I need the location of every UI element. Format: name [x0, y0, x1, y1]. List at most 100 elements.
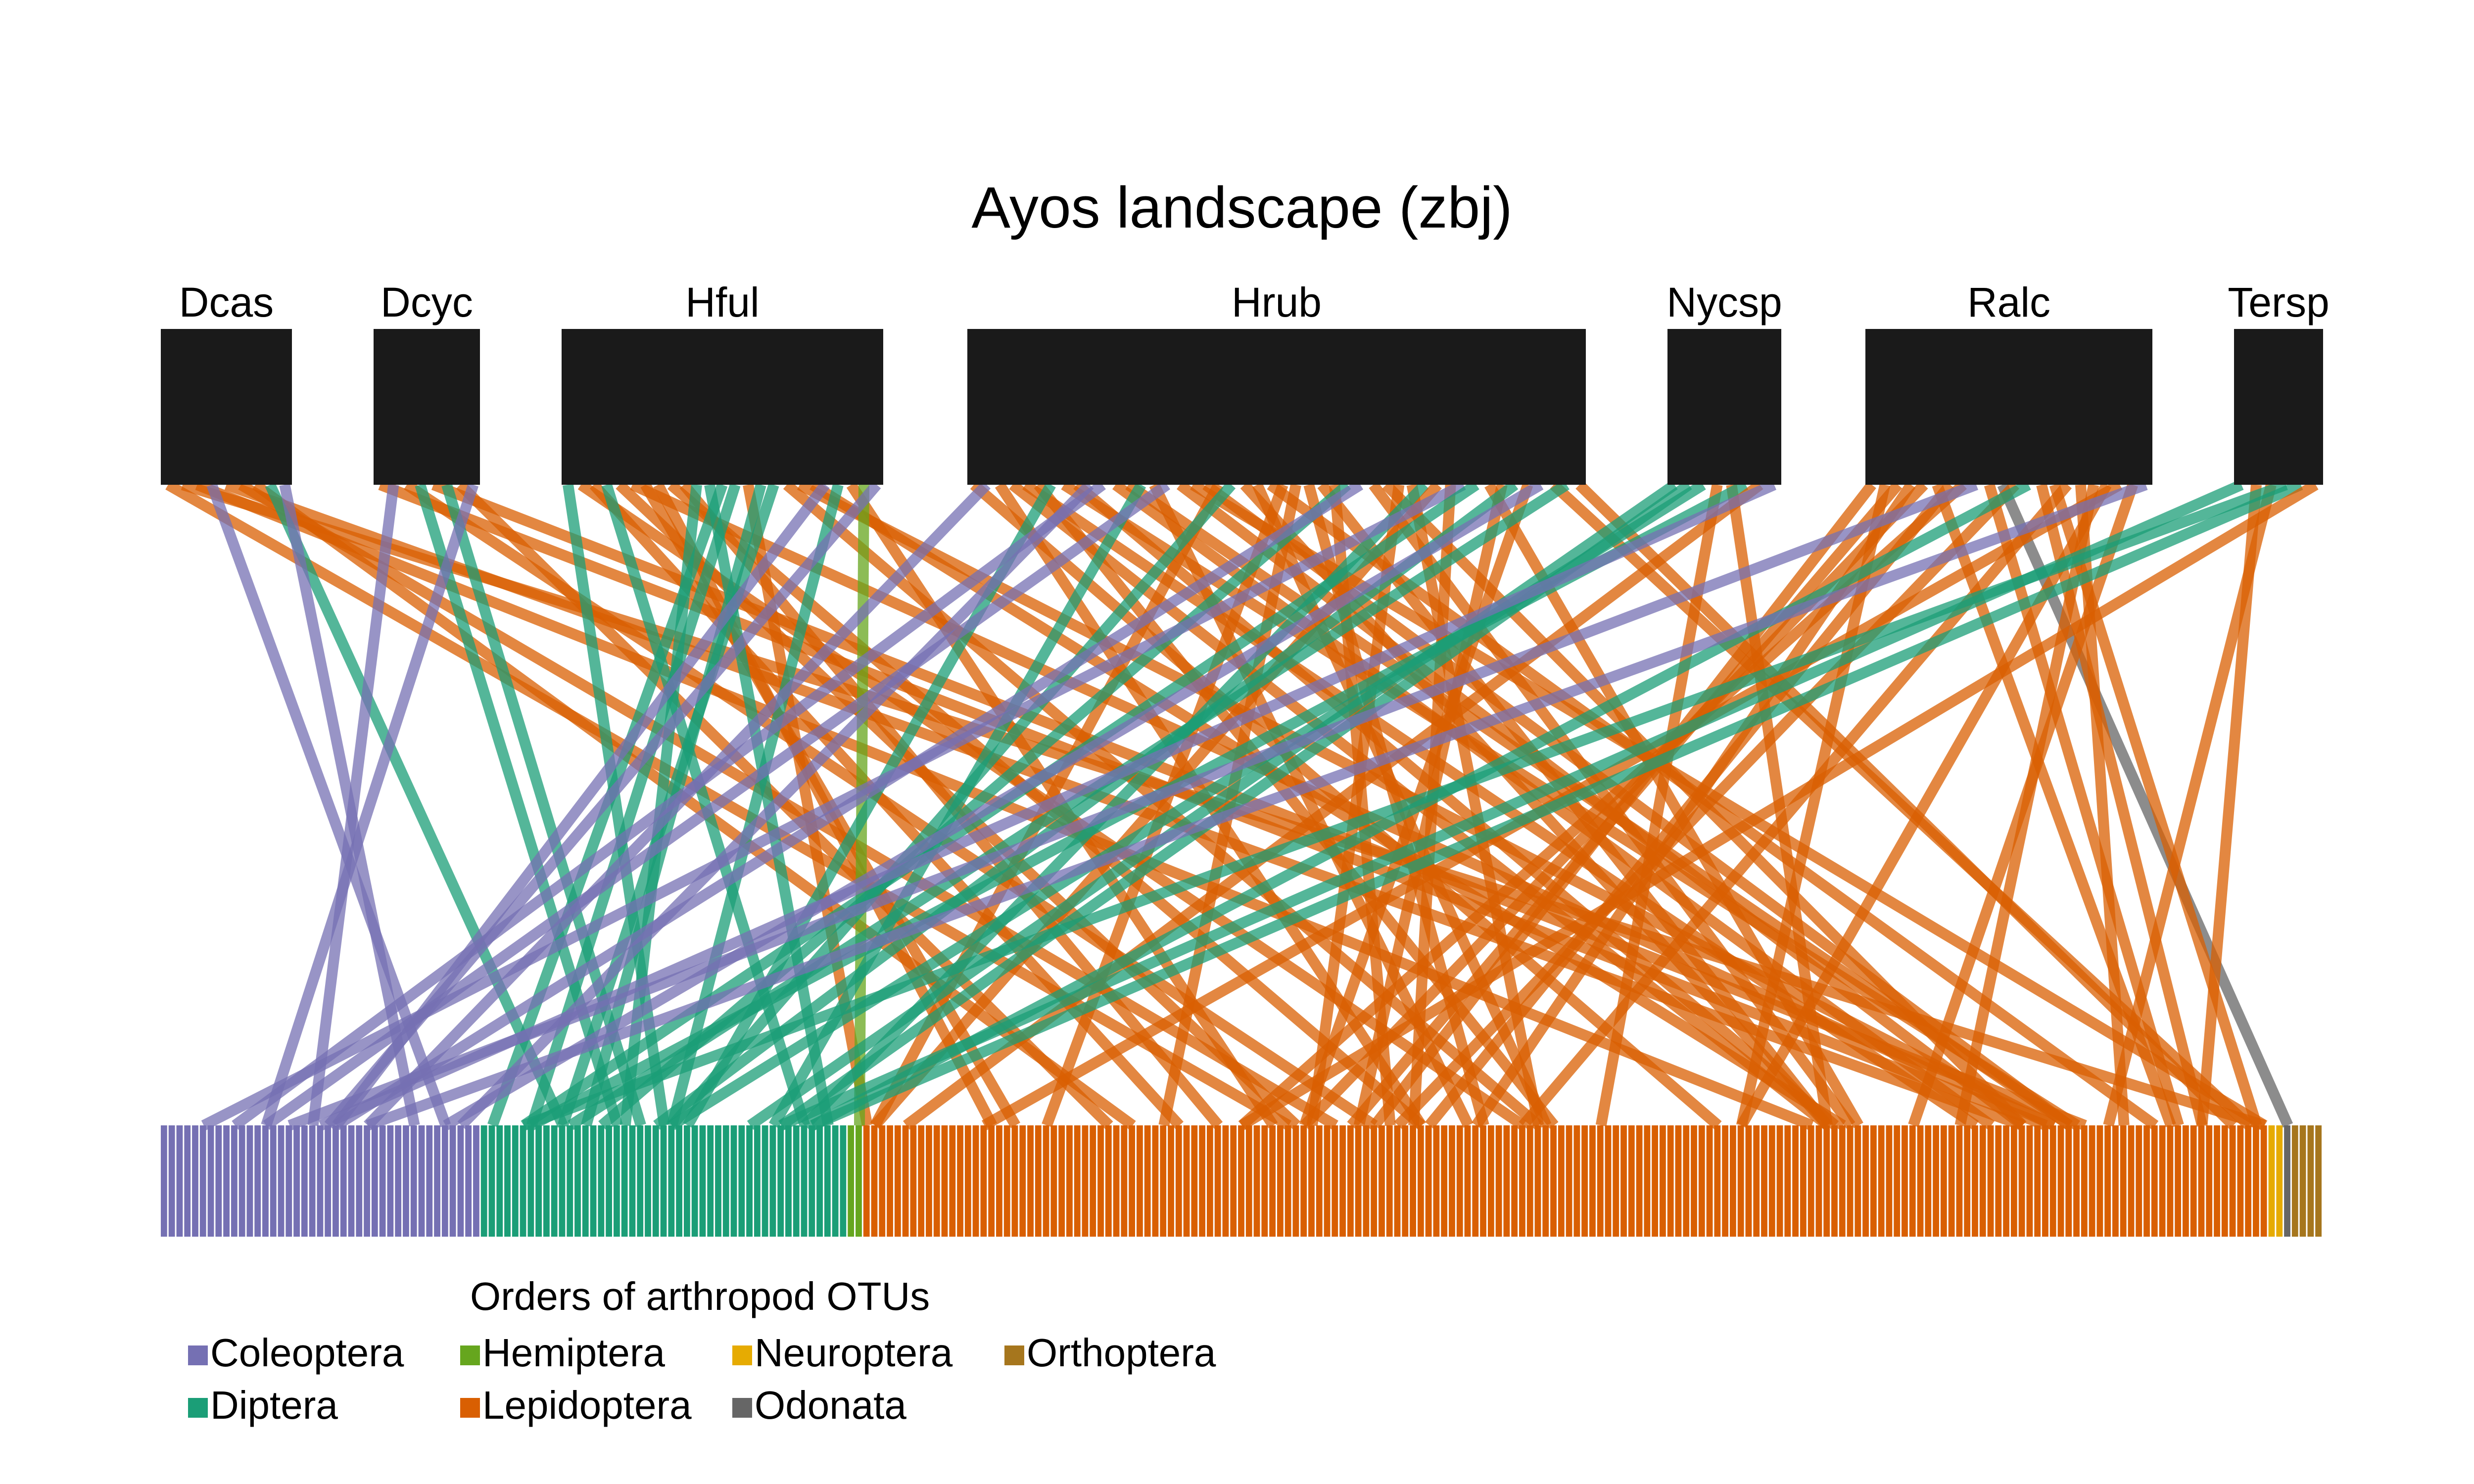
- otu-block-lepidoptera: [1074, 1125, 1081, 1237]
- otu-block-lepidoptera: [1464, 1125, 1471, 1237]
- legend-label-hemiptera: Hemiptera: [482, 1331, 666, 1375]
- otu-block-lepidoptera: [964, 1125, 971, 1237]
- otu-block-diptera: [840, 1125, 847, 1237]
- otu-block-lepidoptera: [1823, 1125, 1830, 1237]
- otu-block-lepidoptera: [1808, 1125, 1814, 1237]
- link-hful-hemiptera: [854, 484, 869, 1126]
- legend-label-coleoptera: Coleoptera: [210, 1331, 404, 1375]
- otu-block-lepidoptera: [1667, 1125, 1674, 1237]
- host-blocks: Dcas Dcyc Hful Hrub Nycsp Ralc Tersp: [161, 279, 2330, 485]
- otu-block-lepidoptera: [1925, 1125, 1932, 1237]
- otu-block-lepidoptera: [2198, 1125, 2205, 1237]
- legend-label-diptera: Diptera: [210, 1383, 338, 1427]
- otu-block-lepidoptera: [879, 1125, 886, 1237]
- otu-block-coleoptera: [356, 1125, 363, 1237]
- link-dcyc-lepidoptera: [456, 481, 1113, 1129]
- otu-block-hemiptera: [856, 1125, 862, 1237]
- otu-block-lepidoptera: [1902, 1125, 1908, 1237]
- otu-block-coleoptera: [207, 1125, 214, 1237]
- otu-block-coleoptera: [434, 1125, 440, 1237]
- otu-block-lepidoptera: [1878, 1125, 1885, 1237]
- otu-block-lepidoptera: [1238, 1125, 1244, 1237]
- otu-block-lepidoptera: [1605, 1125, 1612, 1237]
- legend-swatch-neuroptera: [732, 1345, 752, 1365]
- otu-block-lepidoptera: [1495, 1125, 1502, 1237]
- otu-block-lepidoptera: [949, 1125, 956, 1237]
- otu-block-diptera: [676, 1125, 683, 1237]
- otu-block-orthoptera: [2291, 1125, 2298, 1237]
- legend-title: Orders of arthropod OTUs: [470, 1274, 930, 1318]
- otu-block-coleoptera: [215, 1125, 222, 1237]
- otu-block-lepidoptera: [1620, 1125, 1627, 1237]
- otu-block-lepidoptera: [1168, 1125, 1174, 1237]
- link-hrub-coleoptera: [232, 480, 1106, 1130]
- otu-block-lepidoptera: [1402, 1125, 1409, 1237]
- otu-block-lepidoptera: [1324, 1125, 1331, 1237]
- otu-block-diptera: [567, 1125, 573, 1237]
- otu-block-lepidoptera: [1191, 1125, 1198, 1237]
- otu-block-coleoptera: [161, 1125, 167, 1237]
- otu-block-lepidoptera: [2026, 1125, 2033, 1237]
- otu-block-lepidoptera: [1534, 1125, 1541, 1237]
- otu-block-coleoptera: [254, 1125, 261, 1237]
- otu-block-lepidoptera: [1886, 1125, 1893, 1237]
- otu-block-diptera: [730, 1125, 737, 1237]
- otu-block-orthoptera: [2299, 1125, 2306, 1237]
- link-ralc-lepidoptera: [1984, 483, 2184, 1127]
- otu-block-lepidoptera: [1847, 1125, 1854, 1237]
- otu-block-lepidoptera: [926, 1125, 932, 1237]
- otu-block-diptera: [832, 1125, 839, 1237]
- otu-block-lepidoptera: [1456, 1125, 1463, 1237]
- otu-block-lepidoptera: [1737, 1125, 1744, 1237]
- otu-block-lepidoptera: [1347, 1125, 1354, 1237]
- otu-block-diptera: [746, 1125, 753, 1237]
- otu-block-lepidoptera: [1761, 1125, 1767, 1237]
- link-dcyc-diptera: [441, 483, 646, 1127]
- otu-block-lepidoptera: [2003, 1125, 2009, 1237]
- host-block-ralc: [1865, 329, 2152, 485]
- otu-block-lepidoptera: [933, 1125, 940, 1237]
- otu-block-lepidoptera: [1222, 1125, 1229, 1237]
- otu-block-lepidoptera: [1964, 1125, 1971, 1237]
- otu-block-lepidoptera: [1519, 1125, 1525, 1237]
- otu-block-diptera: [707, 1125, 714, 1237]
- otu-block-lepidoptera: [1987, 1125, 1994, 1237]
- otu-block-coleoptera: [457, 1125, 464, 1237]
- otu-block-lepidoptera: [918, 1125, 925, 1237]
- link-dcas-lepidoptera: [252, 480, 1136, 1130]
- otu-block-diptera: [652, 1125, 659, 1237]
- otu-block-lepidoptera: [1137, 1125, 1143, 1237]
- otu-block-lepidoptera: [1316, 1125, 1323, 1237]
- otu-block-lepidoptera: [2143, 1125, 2150, 1237]
- legend: Coleoptera Hemiptera Neuroptera Orthoptera D…: [188, 1331, 1216, 1427]
- otu-block-lepidoptera: [1745, 1125, 1752, 1237]
- link-hrub-coleoptera: [201, 480, 1466, 1130]
- plot-title: Ayos landscape (zbj): [971, 175, 1512, 240]
- otu-block-lepidoptera: [1363, 1125, 1370, 1237]
- link-ralc-coleoptera: [366, 479, 2148, 1131]
- link-hrub-lepidoptera: [871, 481, 1442, 1129]
- otu-block-coleoptera: [246, 1125, 253, 1237]
- otu-block-lepidoptera: [2159, 1125, 2166, 1237]
- otu-block-lepidoptera: [1379, 1125, 1385, 1237]
- otu-block-lepidoptera: [1183, 1125, 1190, 1237]
- otu-block-lepidoptera: [2049, 1125, 2056, 1237]
- otu-block-diptera: [722, 1125, 729, 1237]
- link-dcyc-coleoptera: [261, 483, 479, 1127]
- otu-block-coleoptera: [441, 1125, 448, 1237]
- link-dcas-lepidoptera: [165, 480, 1292, 1130]
- legend-swatch-orthoptera: [1004, 1345, 1024, 1365]
- otu-block-diptera: [824, 1125, 831, 1237]
- otu-block-diptera: [590, 1125, 597, 1237]
- otu-block-lepidoptera: [1449, 1125, 1455, 1237]
- otu-block-lepidoptera: [1090, 1125, 1096, 1237]
- otu-block-lepidoptera: [1839, 1125, 1846, 1237]
- host-block-hrub: [967, 329, 1586, 485]
- otu-block-lepidoptera: [1558, 1125, 1565, 1237]
- otu-block-lepidoptera: [2183, 1125, 2189, 1237]
- otu-block-lepidoptera: [2221, 1125, 2228, 1237]
- otu-block-coleoptera: [262, 1125, 269, 1237]
- otu-block-lepidoptera: [1972, 1125, 1978, 1237]
- otu-block-lepidoptera: [1550, 1125, 1557, 1237]
- otu-block-lepidoptera: [1644, 1125, 1651, 1237]
